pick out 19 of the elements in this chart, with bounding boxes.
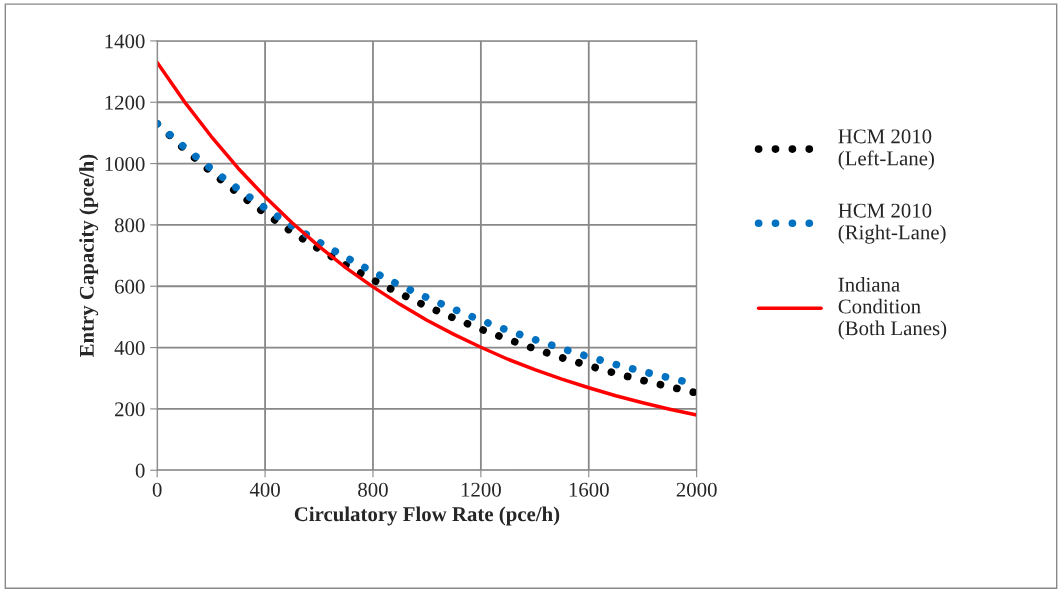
y-tick-label: 600 bbox=[115, 279, 145, 294]
x-tick-label: 800 bbox=[358, 482, 388, 497]
y-tick-label: 400 bbox=[114, 340, 145, 356]
x-tick-label: 400 bbox=[249, 482, 280, 497]
y-tick-label: 1000 bbox=[105, 156, 145, 172]
x-tick-label: 0 bbox=[152, 482, 162, 497]
x-tick-label: 2000 bbox=[676, 482, 717, 497]
y-axis-title: Entry Capacity (pce/h) bbox=[79, 154, 99, 358]
x-tick-label: 1200 bbox=[461, 482, 501, 497]
x-axis-title: Circulatory Flow Rate (pce/h) bbox=[294, 506, 560, 526]
legend-label: HCM 2010 (Right-Lane) bbox=[838, 203, 946, 244]
x-tick-label: 1600 bbox=[569, 482, 609, 497]
legend-label: Indiana Condition (Both Lanes) bbox=[838, 277, 947, 340]
y-tick-label: 1200 bbox=[105, 95, 145, 110]
y-tick-label: 200 bbox=[115, 402, 145, 417]
y-tick-label: 0 bbox=[135, 463, 145, 478]
y-tick-label: 800 bbox=[114, 218, 145, 233]
legend-label: HCM 2010 (Left-Lane) bbox=[838, 129, 934, 170]
y-tick-label: 1400 bbox=[105, 34, 145, 49]
